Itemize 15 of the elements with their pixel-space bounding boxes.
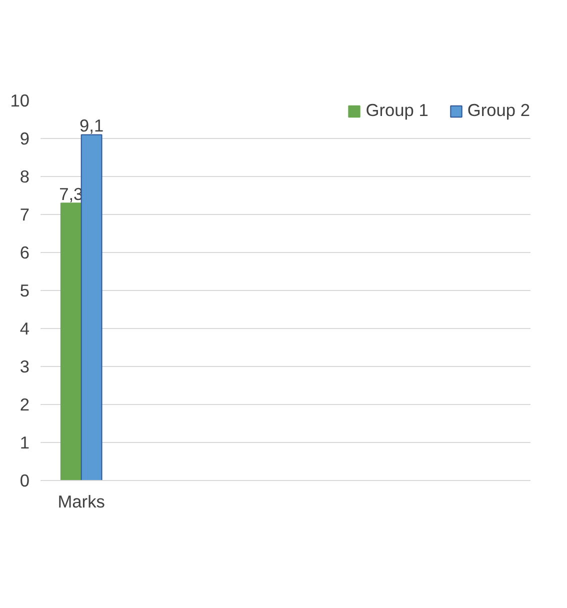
y-tick-label: 9: [20, 128, 30, 148]
data-label: 9,1: [79, 116, 104, 136]
y-tick-label: 0: [20, 470, 30, 490]
legend-label: Group 1: [366, 100, 428, 121]
y-tick-label: 4: [20, 318, 30, 338]
y-tick-label: 7: [20, 204, 30, 224]
x-tick-label: Marks: [58, 492, 106, 512]
legend-label: Group 2: [467, 100, 530, 121]
y-tick-label: 2: [20, 394, 30, 414]
y-tick-label: 8: [20, 166, 30, 186]
y-tick-label: 3: [20, 356, 30, 376]
y-tick-label: 1: [20, 432, 30, 452]
y-tick-label: 6: [20, 242, 30, 262]
y-tick-label: 10: [10, 90, 30, 110]
y-tick-label: 5: [20, 280, 30, 300]
